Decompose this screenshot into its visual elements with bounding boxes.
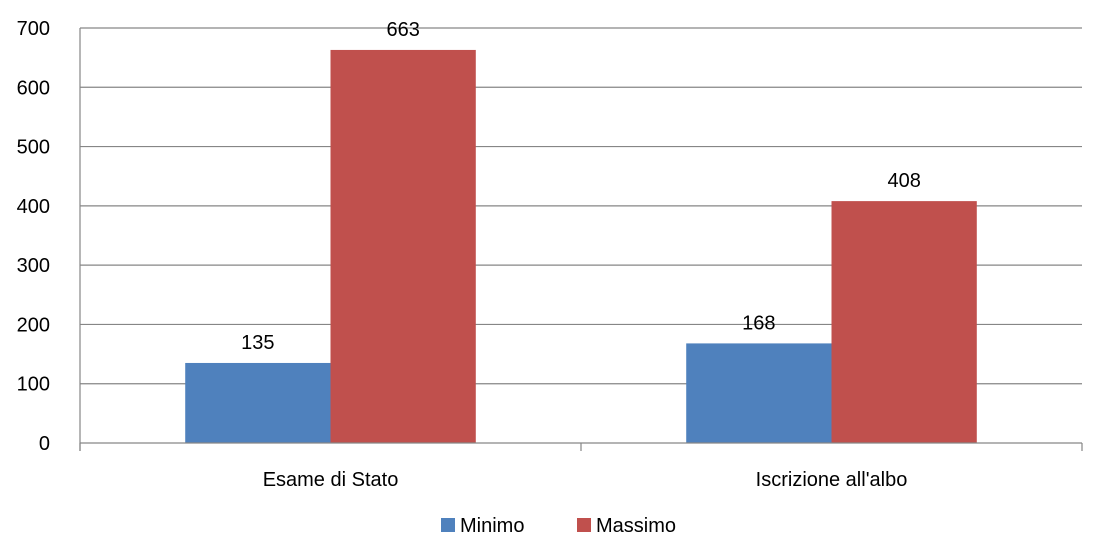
y-tick-label: 200 [17, 314, 50, 336]
legend-swatch-massimo [577, 518, 591, 532]
x-category-label: Esame di Stato [263, 469, 399, 491]
labels: 0 100 200 300 400 500 600 700 135 663 Esame di Sta… [17, 18, 921, 491]
bar-massimo-0 [330, 49, 476, 443]
y-tick-label: 0 [39, 433, 50, 455]
x-category-label: Iscrizione all'albo [756, 469, 908, 491]
y-tick-label: 400 [17, 196, 50, 218]
axes [79, 28, 1083, 451]
bar-minimo-1 [686, 343, 832, 443]
bar-massimo-1 [831, 201, 977, 443]
legend-label-minimo: Minimo [460, 515, 524, 537]
y-tick-label: 500 [17, 137, 50, 159]
bars [185, 49, 977, 443]
data-label: 135 [241, 332, 274, 354]
data-label: 408 [887, 170, 920, 192]
legend-swatch-minimo [441, 518, 455, 532]
legend: Minimo Massimo [441, 515, 676, 537]
data-label: 663 [386, 19, 419, 41]
bar-minimo-0 [185, 362, 331, 443]
y-tick-label: 100 [17, 374, 50, 396]
y-tick-label: 700 [17, 18, 50, 40]
legend-label-massimo: Massimo [596, 515, 676, 537]
y-tick-label: 300 [17, 255, 50, 277]
data-label: 168 [742, 312, 775, 334]
gridlines [80, 27, 1082, 385]
y-tick-label: 600 [17, 77, 50, 99]
